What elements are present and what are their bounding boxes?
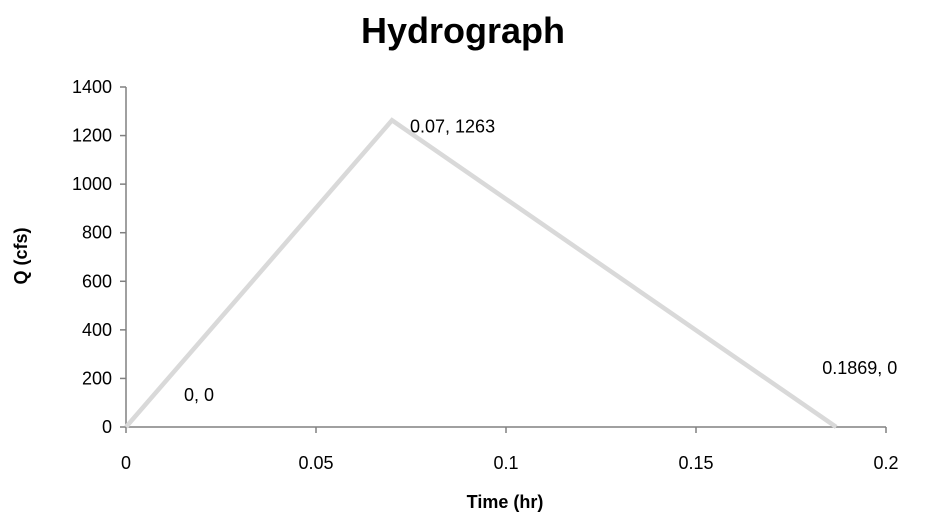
y-axis-title: Q (cfs) [11,227,31,284]
y-tick-label: 800 [82,223,112,243]
data-labels: 0, 0 0.07, 1263 0.1869, 0 [184,116,897,405]
y-tick-label: 400 [82,320,112,340]
x-tick-label: 0.1 [493,453,518,473]
y-tick-label: 1400 [72,77,112,97]
axes: 0 200 400 600 800 1000 1200 1400 0 0.05 0.1 0.15 0.2 [72,77,899,473]
y-tick-label: 200 [82,368,112,388]
series-line [124,117,838,429]
x-tick-label: 0.15 [678,453,713,473]
chart-title: Hydrograph [361,10,565,51]
y-tick-label: 600 [82,271,112,291]
y-tick-label: 0 [102,417,112,437]
data-label: 0.07, 1263 [410,116,495,136]
x-axis-title: Time (hr) [467,492,544,512]
x-tick-label: 0.2 [873,453,898,473]
x-tick-label: 0.05 [298,453,333,473]
data-label: 0.1869, 0 [822,358,897,378]
x-tick-label: 0 [121,453,131,473]
data-label: 0, 0 [184,385,214,405]
y-tick-label: 1000 [72,174,112,194]
y-tick-label: 1200 [72,126,112,146]
plot-area [124,117,838,429]
